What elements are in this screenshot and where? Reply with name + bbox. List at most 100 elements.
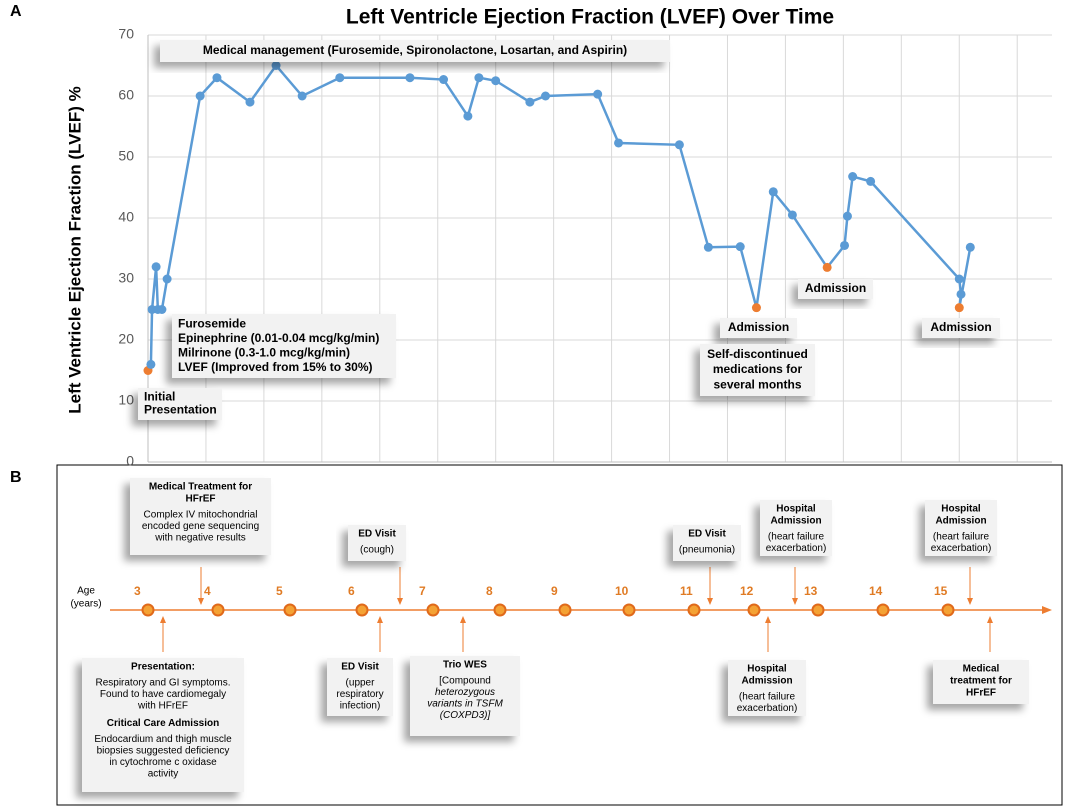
age-label: 5 (276, 584, 283, 598)
axis-label: Age (77, 586, 95, 597)
event-title: ED Visit (358, 529, 396, 540)
event-text: (pneumonia) (679, 545, 735, 556)
age-marker (211, 603, 225, 617)
age-marker (141, 603, 155, 617)
annotation-text: Milrinone (0.3-1.0 mcg/kg/min) (178, 345, 350, 359)
data-point (146, 359, 156, 369)
event-arrowhead (707, 598, 713, 605)
event-text: (upper (346, 678, 376, 689)
event-box (130, 478, 271, 555)
data-point (525, 97, 535, 107)
age-label: 4 (204, 584, 211, 598)
annotation-text: Medical management (Furosemide, Spironol… (203, 43, 627, 57)
y-tick-label: 10 (118, 392, 134, 408)
event-box (327, 658, 393, 716)
annotation-box (798, 279, 873, 299)
event-text: in cytochrome c oxidase (109, 757, 217, 768)
timeline-arrowhead (1042, 606, 1052, 614)
event-arrowhead (792, 598, 798, 605)
data-point (245, 97, 255, 107)
annotation-box (138, 388, 222, 420)
event-text: with negative results (154, 533, 246, 544)
data-point (965, 242, 975, 252)
event-title: Admission (935, 516, 986, 527)
data-point (491, 76, 501, 86)
event-text: (heart failure (768, 532, 825, 543)
data-point (614, 138, 624, 148)
annotation-box (172, 314, 396, 378)
y-tick-label: 40 (118, 209, 134, 225)
age-marker (493, 603, 507, 617)
age-marker (747, 603, 761, 617)
age-marker (622, 603, 636, 617)
annotation-text: Epinephrine (0.01-0.04 mcg/kg/min) (178, 331, 379, 345)
data-point (463, 111, 473, 121)
data-point (866, 176, 876, 186)
event-title: treatment for (950, 676, 1012, 687)
event-title: Hospital (941, 504, 981, 515)
event-text: with HFrEF (137, 701, 188, 712)
event-arrowhead (377, 616, 383, 623)
annotation-text: LVEF (Improved from 15% to 30%) (178, 360, 372, 374)
data-point (751, 303, 761, 313)
event-title: Medical Treatment for (149, 482, 252, 493)
data-point (541, 91, 551, 101)
y-tick-label: 30 (118, 270, 134, 286)
event-text: respiratory (336, 689, 383, 700)
event-title: ED Visit (341, 662, 379, 673)
event-arrowhead (160, 616, 166, 623)
event-text: encoded gene sequencing (142, 521, 259, 532)
event-arrowhead (397, 598, 403, 605)
event-text: (COXPD3)] (440, 710, 491, 721)
event-box (760, 500, 832, 556)
age-marker (558, 603, 572, 617)
event-arrowhead (987, 616, 993, 623)
event-box (82, 658, 244, 792)
event-title: Hospital (776, 504, 816, 515)
event-title: HFrEF (186, 494, 216, 505)
annotation-box (720, 318, 797, 338)
y-tick-label: 60 (118, 87, 134, 103)
y-tick-label: 0 (126, 453, 134, 469)
event-text: activity (148, 769, 179, 780)
event-box (925, 500, 997, 556)
annotation-text: Admission (805, 281, 866, 295)
data-point (271, 61, 281, 70)
event-text: exacerbation) (737, 703, 798, 714)
event-title: Presentation: (131, 662, 195, 673)
annotation-box (700, 344, 815, 396)
data-point (842, 211, 852, 221)
age-label: 11 (680, 584, 693, 598)
age-marker (811, 603, 825, 617)
data-point (954, 274, 964, 284)
age-label: 12 (740, 584, 754, 598)
age-marker (687, 603, 701, 617)
data-point (439, 75, 449, 85)
chart-title: Left Ventricle Ejection Fraction (LVEF) … (346, 6, 834, 29)
event-text: (heart failure (739, 692, 796, 703)
panel-label: A (10, 3, 22, 20)
age-marker (283, 603, 297, 617)
event-title: Critical Care Admission (107, 718, 219, 729)
event-text: Complex IV mitochondrial (144, 510, 258, 521)
age-label: 8 (486, 584, 493, 598)
event-box (348, 525, 406, 561)
event-text: infection) (340, 701, 381, 712)
age-label: 13 (804, 584, 818, 598)
data-point (674, 140, 684, 150)
age-marker (941, 603, 955, 617)
event-text: Endocardium and thigh muscle (94, 734, 232, 745)
age-label: 15 (934, 584, 948, 598)
timeline-frame (56, 464, 1063, 806)
annotation-text: Initial (144, 390, 175, 404)
data-point (822, 262, 832, 272)
event-text: (cough) (360, 545, 394, 556)
data-point (848, 172, 858, 182)
event-text: (heart failure (933, 532, 990, 543)
data-point (593, 89, 603, 99)
annotation-box (922, 318, 1000, 338)
data-point (474, 73, 484, 83)
annotation-text: medications for (713, 362, 803, 376)
data-point (335, 73, 345, 83)
